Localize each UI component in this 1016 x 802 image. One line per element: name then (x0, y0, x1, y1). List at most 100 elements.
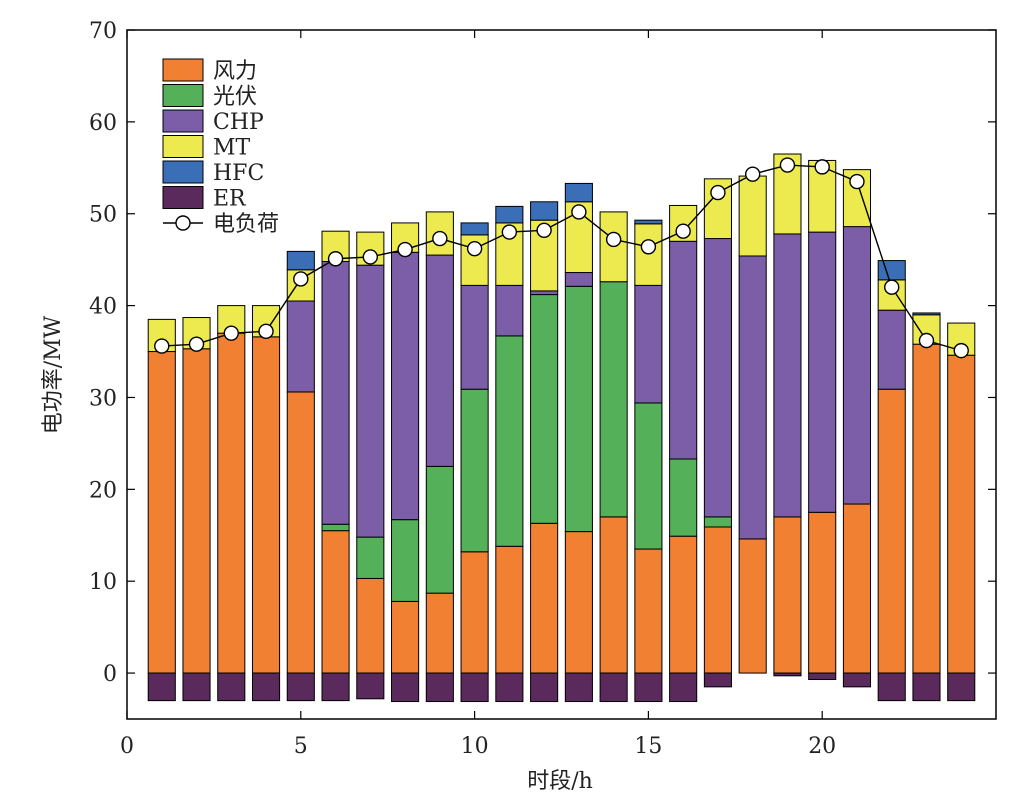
load-point (397, 241, 413, 258)
bar-segment-ER (321, 672, 350, 702)
bar-segment-CHP (773, 233, 802, 518)
load-point (779, 157, 796, 173)
bar-segment-CHP (286, 300, 315, 393)
load-point (362, 249, 379, 265)
bar-segment-光伏 (321, 523, 350, 532)
plot-frame (126, 29, 997, 720)
load-point (501, 224, 518, 240)
y-tick-label: 0 (103, 662, 117, 687)
x-tick-label: 0 (120, 734, 134, 759)
load-point (884, 279, 900, 295)
legend-swatch (162, 160, 204, 184)
bar-segment-HFC (495, 205, 524, 224)
bar-segment-CHP (530, 290, 559, 296)
load-point (953, 342, 969, 359)
bar-segment-CHP (391, 251, 420, 521)
y-tick-label: 30 (89, 386, 117, 411)
x-tick-label: 20 (808, 734, 836, 759)
load-point (710, 184, 726, 201)
y-tick-label: 70 (89, 19, 117, 44)
bar-segment-HFC (530, 201, 559, 221)
bar-segment-CHP (564, 272, 593, 287)
bar-segment-风力 (808, 511, 837, 674)
x-tick-label: 10 (461, 734, 489, 759)
legend-label: 电负荷 (213, 212, 279, 237)
load-point (293, 271, 309, 287)
bar-segment-HFC (564, 182, 593, 203)
bar-segment-风力 (842, 503, 872, 674)
bar-segment-ER (703, 672, 732, 688)
load-point (154, 338, 170, 354)
load-point (432, 230, 448, 247)
load-point (223, 325, 239, 341)
legend-label: CHP (213, 110, 264, 135)
bar-segment-CHP (703, 238, 732, 518)
legend-swatch (162, 135, 204, 158)
bar-segment-风力 (738, 538, 767, 674)
bar-segment-ER (599, 672, 628, 703)
load-point (744, 166, 761, 182)
legend-label: ER (213, 187, 247, 212)
bar-segment-CHP (738, 255, 767, 540)
bar-segment-HFC (460, 222, 489, 236)
bar-segment-ER (669, 672, 698, 703)
bar-segment-光伏 (599, 281, 628, 518)
bar-segment-ER (251, 672, 281, 702)
bar-segment-风力 (425, 592, 454, 674)
bar-segment-HFC (286, 250, 315, 271)
bar-segment-ER (460, 672, 489, 703)
bar-segment-光伏 (703, 516, 732, 528)
bar-segment-HFC (634, 219, 663, 225)
bar-segment-ER (634, 672, 663, 703)
legend-marker (175, 215, 191, 231)
load-point (918, 332, 935, 349)
bar-segment-光伏 (391, 519, 420, 602)
load-point (605, 231, 622, 248)
bar-segment-风力 (460, 551, 489, 674)
bar-segment-风力 (773, 516, 802, 674)
load-point (327, 251, 344, 267)
bar-segment-风力 (147, 351, 176, 674)
bar-segment-ER (356, 672, 385, 700)
legend-label: HFC (213, 161, 264, 186)
load-point (536, 222, 552, 238)
bar-segment-CHP (356, 264, 385, 538)
y-tick-label: 20 (89, 478, 117, 503)
load-line (161, 164, 962, 352)
bar-segment-风力 (564, 531, 593, 674)
bar-segment-光伏 (564, 285, 593, 533)
bar-segment-ER (286, 672, 315, 702)
bar-segment-ER (391, 672, 420, 703)
bar-segment-光伏 (495, 335, 524, 547)
load-point (466, 240, 483, 257)
bar-segment-风力 (391, 600, 420, 674)
bar-segment-风力 (182, 348, 211, 674)
bar-segment-MT (460, 234, 489, 286)
bar-segment-CHP (669, 240, 698, 460)
bar-segment-HFC (912, 312, 941, 316)
bar-segment-ER (495, 672, 524, 703)
bar-segment-ER (912, 672, 941, 702)
bar-segment-光伏 (530, 294, 559, 524)
bar-segment-光伏 (356, 536, 385, 579)
x-axis-title: 时段/h (527, 769, 593, 794)
bar-segment-CHP (877, 309, 906, 390)
bar-segment-风力 (251, 336, 281, 674)
bar-segment-CHP (495, 284, 524, 337)
bar-segment-风力 (599, 516, 628, 674)
bar-segment-ER (808, 672, 837, 680)
load-point (640, 239, 657, 255)
legend-swatch (162, 58, 204, 82)
bar-segment-CHP (842, 226, 872, 505)
bar-segment-风力 (286, 391, 315, 674)
legend-swatch (162, 186, 204, 209)
bar-segment-光伏 (634, 402, 663, 550)
bar-segment-风力 (669, 535, 698, 674)
bar-segment-ER (147, 672, 176, 702)
bar-segment-光伏 (669, 458, 698, 537)
bar-segment-MT (634, 223, 663, 286)
legend-label: 光伏 (213, 85, 257, 110)
bar-segment-ER (842, 672, 872, 688)
